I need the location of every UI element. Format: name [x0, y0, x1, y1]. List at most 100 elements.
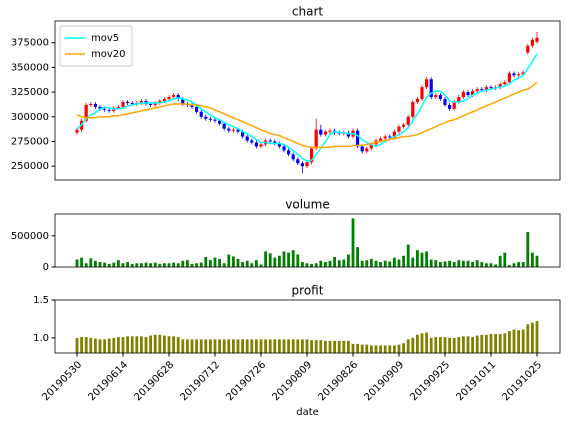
candle-body [190, 104, 194, 107]
bar [342, 340, 346, 353]
bar [117, 337, 120, 353]
bar [379, 262, 382, 267]
legend-label: mov20 [91, 49, 126, 60]
bar [471, 337, 474, 353]
bar [365, 344, 369, 353]
candle-body [507, 73, 511, 83]
bar [347, 254, 350, 267]
bar [291, 250, 295, 267]
candle-body [314, 129, 318, 149]
bar [466, 260, 470, 267]
candle-body [162, 99, 166, 101]
candle-body [296, 159, 300, 164]
bar [448, 337, 451, 353]
candle-body [245, 136, 249, 141]
bar [475, 260, 479, 267]
bar [429, 337, 433, 353]
x-tick-label: 20190712 [178, 359, 222, 403]
bar [112, 262, 116, 267]
bar [521, 262, 525, 267]
bar [144, 262, 148, 267]
candle-body [328, 130, 332, 132]
bar [420, 252, 424, 267]
candle-body [195, 106, 199, 112]
bar [374, 260, 378, 267]
candle-body [319, 129, 323, 135]
candle-body [93, 103, 97, 107]
bar [130, 336, 134, 353]
bar [439, 337, 442, 353]
candle-body [121, 101, 125, 107]
candle-body [167, 97, 171, 100]
bar [227, 254, 231, 267]
bar [512, 263, 516, 267]
bar [282, 251, 286, 267]
bar [273, 339, 277, 353]
bar [319, 340, 323, 353]
bar [383, 260, 387, 267]
bar [526, 324, 530, 353]
bar [379, 345, 382, 353]
bar [425, 251, 428, 267]
x-tick-label: 20190726 [224, 359, 268, 403]
candle-body [475, 89, 479, 92]
bar [351, 218, 355, 267]
bar [126, 262, 129, 267]
candle-body [356, 130, 360, 147]
candle-body [379, 138, 383, 141]
bar [84, 263, 88, 267]
candle-body [425, 79, 429, 88]
bar [480, 262, 484, 267]
bar [268, 253, 272, 267]
bar [135, 336, 139, 353]
line-series [76, 81, 538, 149]
bar [107, 338, 111, 353]
bar [512, 329, 516, 353]
bar [236, 258, 240, 267]
candle-body [452, 101, 456, 109]
candle-body [406, 116, 410, 125]
bar [268, 339, 272, 353]
candle-body [89, 103, 93, 105]
bar [416, 334, 419, 353]
bar [517, 330, 520, 353]
bar [181, 260, 185, 267]
bar [489, 263, 493, 267]
candle-body [273, 141, 277, 144]
bar [107, 263, 111, 267]
bar [457, 337, 461, 353]
candle-body [103, 108, 107, 110]
bar [411, 257, 415, 267]
bar [434, 337, 438, 353]
candle-body [222, 123, 226, 129]
bar [75, 259, 79, 267]
bar [167, 263, 171, 267]
candle-body [172, 95, 176, 98]
bar [402, 343, 405, 353]
bar [89, 258, 93, 267]
candle-body [181, 99, 185, 104]
bar [213, 339, 217, 353]
bar [416, 250, 419, 267]
bar [259, 339, 263, 353]
bar [356, 343, 359, 353]
bar [103, 262, 106, 267]
bar [535, 255, 539, 267]
bar [218, 339, 221, 353]
bar [342, 259, 346, 267]
bar [163, 335, 166, 353]
bar [176, 337, 180, 353]
bar [425, 332, 428, 353]
bar [337, 260, 341, 267]
bar [305, 339, 309, 353]
candle-body [471, 91, 475, 96]
bar [535, 321, 539, 353]
y-tick-label: 350000 [11, 62, 49, 73]
bar [443, 261, 447, 267]
candle-body [346, 132, 350, 137]
bar [89, 337, 93, 353]
bar [305, 263, 309, 267]
candle-body [231, 129, 235, 131]
bar [278, 339, 281, 353]
bar [94, 260, 97, 267]
